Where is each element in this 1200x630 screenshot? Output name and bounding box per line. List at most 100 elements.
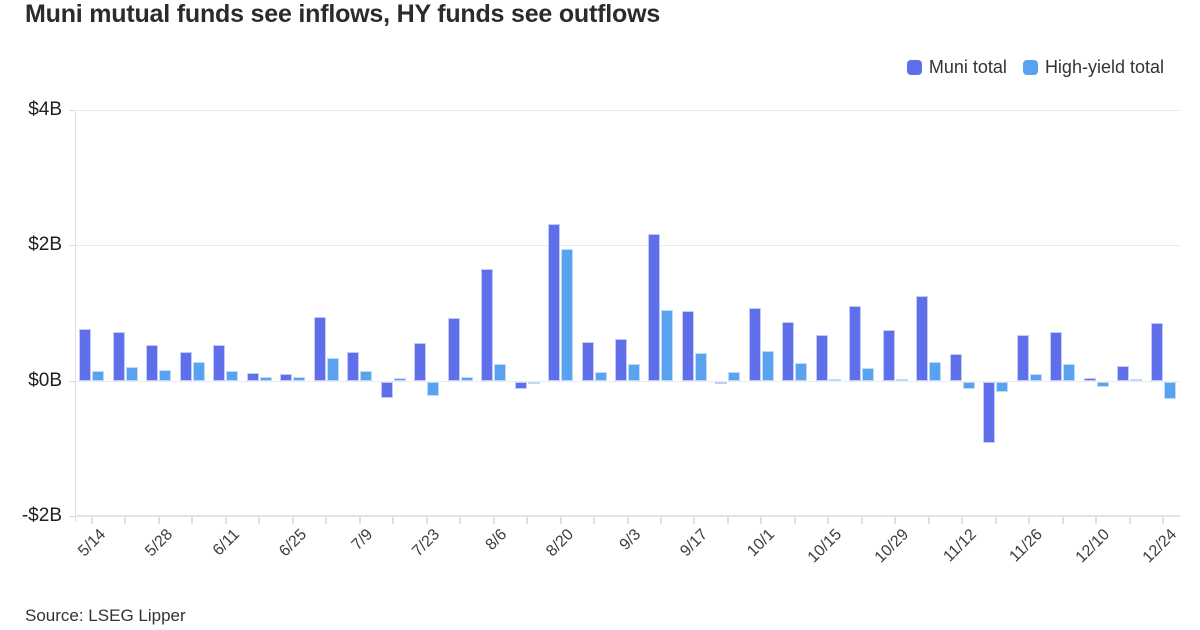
y-axis-label: -$2B bbox=[21, 505, 62, 526]
muni-total-bar-9-24 bbox=[715, 381, 728, 385]
y-axis-label: $2B bbox=[28, 234, 62, 256]
muni-total-bar-9-3 bbox=[615, 338, 627, 381]
x-axis-label: 5/28 bbox=[141, 526, 176, 561]
high-yield-total-bar-6-4 bbox=[192, 361, 205, 381]
x-axis-label: 8/6 bbox=[482, 526, 511, 554]
muni-total-bar-10-15 bbox=[815, 335, 828, 381]
x-axis-tick bbox=[894, 517, 897, 524]
muni-total-bar-9-17 bbox=[681, 310, 694, 381]
x-axis-tick bbox=[961, 517, 964, 524]
x-axis-line bbox=[75, 515, 1180, 517]
x-axis-tick bbox=[325, 517, 328, 524]
muni-total-bar-6-18 bbox=[246, 373, 259, 381]
muni-total-bar-7-23 bbox=[414, 342, 427, 381]
x-axis-tick bbox=[291, 517, 294, 524]
high-yield-total-bar-8-20 bbox=[561, 248, 574, 381]
x-axis-tick bbox=[827, 517, 830, 524]
high-yield-total-bar-7-9 bbox=[360, 371, 373, 381]
y-axis-tick bbox=[69, 516, 75, 517]
x-axis-label: 9/17 bbox=[677, 526, 712, 561]
muni-total-bar-7-9 bbox=[347, 351, 360, 381]
high-yield-total-bar-9-24 bbox=[728, 371, 741, 381]
x-axis-label: 6/11 bbox=[209, 526, 243, 560]
high-yield-total-bar-11-26 bbox=[1029, 373, 1042, 381]
x-axis-tick bbox=[726, 517, 729, 524]
muni-swatch-icon bbox=[906, 60, 922, 75]
source-attribution: Source: LSEG Lipper bbox=[25, 606, 186, 625]
high-yield-total-bar-5-21 bbox=[125, 367, 138, 381]
muni-total-bar-11-5 bbox=[916, 296, 929, 381]
high-yield-total-bar-10-15 bbox=[828, 379, 841, 382]
muni-total-bar-11-12 bbox=[949, 353, 962, 381]
x-axis-label: 8/20 bbox=[543, 526, 578, 561]
muni-total-bar-12-3 bbox=[1050, 331, 1063, 381]
gridline bbox=[75, 245, 1180, 247]
x-axis-tick bbox=[593, 517, 595, 524]
high-yield-total-bar-5-28 bbox=[159, 369, 172, 381]
high-yield-total-bar-6-25 bbox=[293, 377, 306, 381]
x-axis-tick bbox=[659, 517, 662, 524]
muni-total-bar-6-25 bbox=[280, 373, 293, 381]
x-axis-label: 10/1 bbox=[744, 526, 779, 561]
muni-total-bar-11-26 bbox=[1016, 334, 1029, 381]
muni-total-bar-11-19 bbox=[983, 381, 996, 444]
x-axis-tick bbox=[492, 517, 495, 524]
high-yield-total-bar-10-1 bbox=[761, 350, 774, 381]
muni-total-bar-5-14 bbox=[79, 329, 92, 381]
x-axis-tick bbox=[425, 517, 428, 524]
x-axis-label: 9/3 bbox=[616, 526, 645, 554]
high-yield-total-bar-12-24 bbox=[1163, 381, 1176, 400]
high-yield-total-bar-9-3 bbox=[628, 364, 640, 381]
x-axis-tick bbox=[358, 517, 361, 524]
x-axis-label: 11/12 bbox=[939, 526, 980, 566]
legend: Muni total High-yield total bbox=[906, 57, 1164, 78]
muni-total-bar-8-27 bbox=[581, 342, 594, 381]
high-yield-total-bar-12-10 bbox=[1096, 381, 1109, 388]
gridline bbox=[75, 380, 1180, 382]
high-yield-total-bar-6-11 bbox=[226, 370, 239, 381]
x-axis-tick bbox=[1028, 517, 1031, 524]
high-yield-total-bar-6-18 bbox=[259, 376, 272, 381]
x-axis-label: 6/25 bbox=[275, 526, 310, 561]
x-axis-tick bbox=[157, 517, 160, 524]
muni-total-bar-12-24 bbox=[1150, 323, 1163, 381]
x-axis-tick bbox=[793, 517, 796, 524]
x-axis-label: 7/9 bbox=[348, 526, 377, 554]
muni-total-bar-10-8 bbox=[782, 321, 795, 381]
muni-total-bar-8-20 bbox=[548, 223, 561, 381]
x-axis-tick bbox=[860, 517, 863, 524]
muni-total-bar-5-28 bbox=[146, 344, 159, 381]
high-yield-swatch-icon bbox=[1022, 60, 1038, 75]
muni-total-bar-6-4 bbox=[179, 351, 192, 381]
y-axis-tick bbox=[69, 110, 75, 111]
muni-total-bar-8-6 bbox=[481, 269, 494, 381]
x-axis-tick bbox=[927, 517, 930, 524]
high-yield-total-bar-11-5 bbox=[929, 362, 942, 381]
muni-total-bar-7-2 bbox=[313, 317, 326, 381]
x-axis-tick bbox=[1128, 517, 1131, 524]
gridline bbox=[75, 110, 1180, 111]
muni-total-bar-12-17 bbox=[1117, 365, 1130, 381]
y-axis-line bbox=[75, 110, 76, 522]
high-yield-total-bar-7-2 bbox=[326, 357, 339, 381]
x-axis-tick bbox=[1095, 517, 1098, 524]
legend-label-high-yield: High-yield total bbox=[1044, 57, 1164, 77]
x-axis-tick bbox=[90, 517, 93, 524]
y-axis-tick bbox=[69, 245, 75, 247]
high-yield-total-bar-10-29 bbox=[895, 379, 908, 382]
x-axis-label: 11/26 bbox=[1006, 526, 1047, 566]
muni-total-bar-12-10 bbox=[1083, 377, 1096, 381]
x-axis-tick bbox=[224, 517, 227, 524]
high-yield-total-bar-12-3 bbox=[1063, 363, 1076, 381]
muni-total-bar-10-22 bbox=[849, 306, 862, 381]
x-axis-tick bbox=[392, 517, 395, 524]
high-yield-total-bar-9-17 bbox=[694, 352, 707, 381]
high-yield-total-bar-7-30 bbox=[460, 377, 473, 381]
high-yield-total-bar-12-17 bbox=[1130, 379, 1143, 382]
high-yield-total-bar-10-8 bbox=[795, 363, 808, 381]
muni-total-bar-7-30 bbox=[447, 317, 460, 381]
y-axis-tick bbox=[69, 380, 75, 382]
legend-item-muni: Muni total bbox=[906, 57, 1007, 78]
legend-item-high-yield: High-yield total bbox=[1022, 57, 1164, 78]
